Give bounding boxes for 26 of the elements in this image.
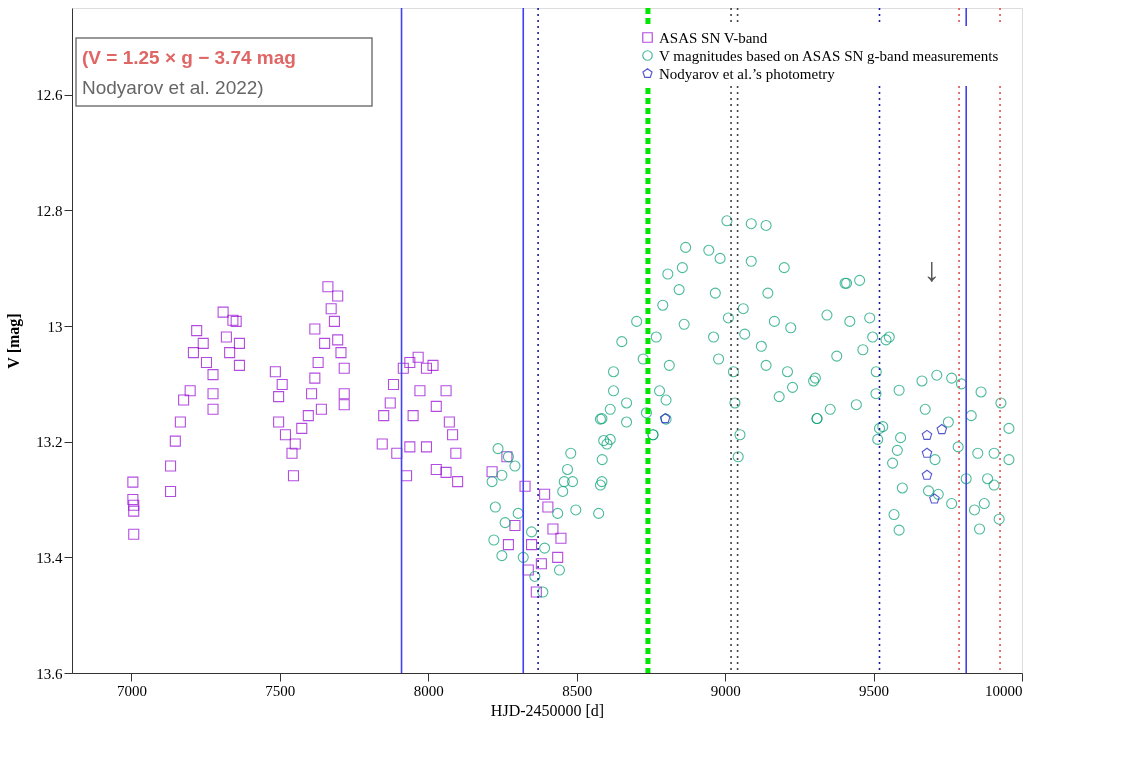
y-tick-label: 12.6 xyxy=(36,87,63,104)
y-tick-label: 13.2 xyxy=(36,434,63,451)
x-axis-title: HJD-2450000 [d] xyxy=(490,701,605,719)
x-tick-label: 10000 xyxy=(985,682,1023,699)
legend-label: ASAS SN V-band xyxy=(659,29,768,46)
y-tick-label: 13 xyxy=(47,318,63,335)
annotation: (V = 1.25 × g − 3.74 mag xyxy=(82,47,296,68)
point xyxy=(921,447,933,458)
x-tick-label: 9000 xyxy=(710,682,741,699)
point xyxy=(921,469,933,480)
x-tick-label: 7500 xyxy=(265,682,296,699)
point xyxy=(936,424,948,435)
point xyxy=(921,429,933,440)
annotation: Nodyarov et al. 2022) xyxy=(82,77,264,98)
legend-label: V magnitudes based on ASAS SN g-band measurements xyxy=(659,47,999,64)
x-tick-label: 8500 xyxy=(562,682,593,699)
x-tick-label: 8000 xyxy=(413,682,444,699)
y-tick-label: 12.8 xyxy=(36,202,63,219)
x-tick-label: 9500 xyxy=(859,682,890,699)
y-tick-label: 13.4 xyxy=(36,549,63,566)
point xyxy=(929,493,940,504)
x-tick-label: 7000 xyxy=(116,682,147,699)
annotation: ↓ xyxy=(923,249,941,288)
legend-label: Nodyarov et al.’s photometry xyxy=(659,65,836,82)
y-axis-title: V [mag] xyxy=(5,313,24,369)
y-tick-label: 13.6 xyxy=(36,665,63,682)
